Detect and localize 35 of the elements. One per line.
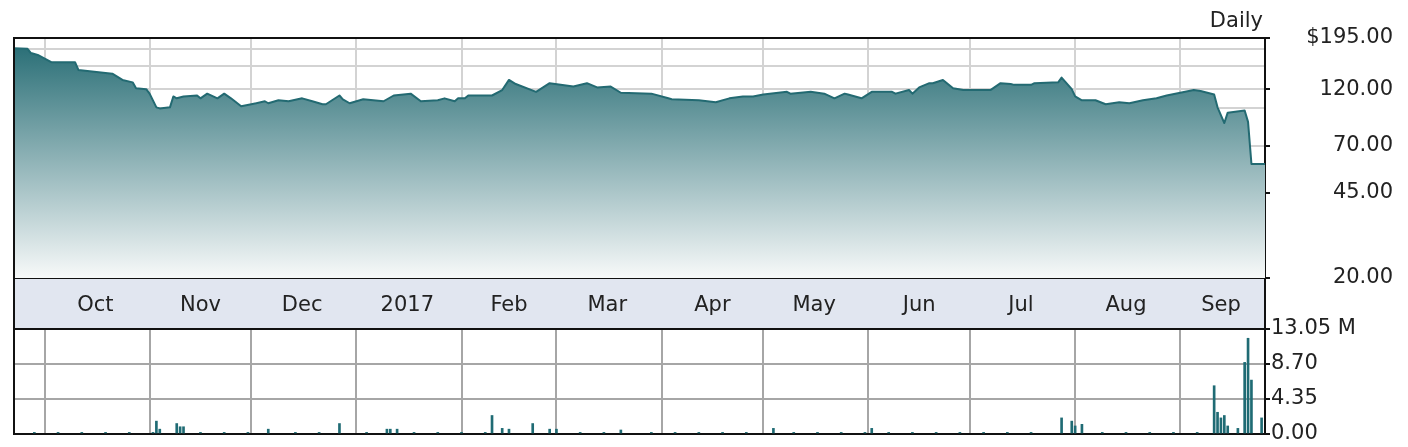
bar xyxy=(555,428,558,434)
x-tick-label: Jul xyxy=(1006,292,1034,317)
x-tick-label: Aug xyxy=(1105,292,1147,317)
y-tick-label: 120.00 xyxy=(1319,75,1393,100)
x-tick-label: Jun xyxy=(900,292,936,317)
x-tick-label: May xyxy=(792,292,836,317)
y-tick-label: 70.00 xyxy=(1332,132,1393,157)
y-tick-label: 4.35 xyxy=(1271,385,1318,410)
x-tick-label: Nov xyxy=(179,292,221,317)
bar xyxy=(182,426,185,434)
x-tick-label: Apr xyxy=(694,292,731,317)
bar xyxy=(1070,420,1074,434)
x-tick-label: 2017 xyxy=(380,292,434,317)
y-tick-label: 13.05 M xyxy=(1271,315,1356,340)
bar xyxy=(500,428,504,434)
bar xyxy=(1260,417,1263,434)
bar xyxy=(266,428,270,434)
y-tick-label: 8.70 xyxy=(1271,350,1318,375)
y-tick-label: 20.00 xyxy=(1332,264,1393,289)
x-tick-label: Feb xyxy=(490,292,528,317)
bar xyxy=(870,428,874,434)
chart-title: Daily xyxy=(1209,8,1263,32)
x-tick-label: Mar xyxy=(587,292,628,317)
x-tick-label: Oct xyxy=(77,292,114,317)
x-tick-label: Sep xyxy=(1201,292,1241,317)
y-tick-label: 0.00 xyxy=(1271,420,1318,445)
x-tick-label: Dec xyxy=(281,292,323,317)
y-tick-label: $195.00 xyxy=(1306,24,1393,49)
bar xyxy=(548,428,551,434)
bar xyxy=(1060,417,1063,434)
bar xyxy=(772,428,775,434)
bar xyxy=(155,420,158,434)
y-tick-label: 45.00 xyxy=(1332,178,1393,203)
bar xyxy=(338,423,341,434)
bar xyxy=(531,423,535,434)
